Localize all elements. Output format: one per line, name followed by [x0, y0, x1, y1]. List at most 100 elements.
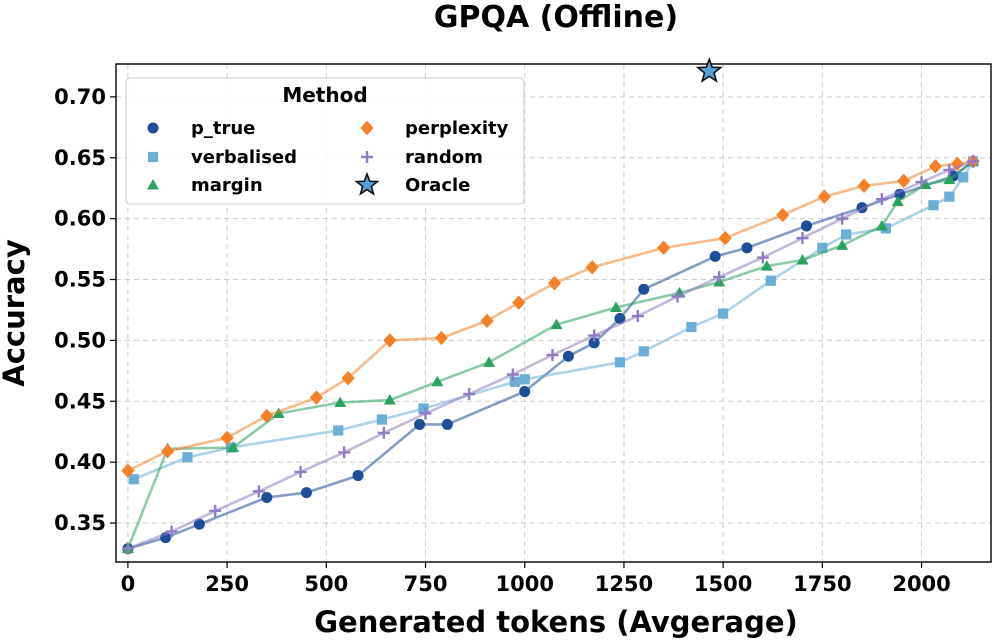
series-random: [121, 155, 980, 555]
data-point-verbalised: [519, 374, 530, 385]
y-tick-label: 0.40: [54, 450, 106, 474]
legend-marker-random: [361, 151, 373, 163]
x-tick-label: 1500: [694, 572, 752, 596]
data-point-margin: [334, 396, 347, 407]
x-tick-label: 2000: [892, 572, 950, 596]
y-tick-label: 0.35: [54, 511, 106, 535]
data-point-perplexity: [817, 189, 831, 204]
data-point-verbalised: [638, 346, 649, 357]
data-point-perplexity: [341, 370, 355, 386]
data-point-p-true: [614, 312, 626, 324]
chart-title: GPQA (Offline): [434, 0, 678, 35]
data-point-verbalised: [944, 191, 955, 202]
data-point-perplexity: [897, 173, 911, 189]
y-tick-label: 0.55: [54, 268, 106, 292]
data-point-verbalised: [418, 403, 429, 414]
data-point-margin: [431, 375, 444, 387]
data-point-margin: [891, 195, 904, 207]
data-point-random: [967, 155, 980, 168]
y-axis-label: Accuracy: [0, 239, 31, 387]
data-point-p-true: [638, 283, 650, 295]
data-point-margin: [836, 239, 849, 250]
data-point-random: [588, 329, 601, 342]
data-point-random: [209, 504, 222, 517]
data-point-margin: [483, 356, 496, 367]
data-point-verbalised: [614, 357, 626, 368]
x-tick-label: 1000: [496, 572, 554, 596]
y-tick-label: 0.45: [54, 389, 106, 413]
data-point-random: [419, 407, 432, 420]
legend-label-random: random: [405, 147, 483, 168]
data-point-margin: [796, 254, 809, 265]
data-point-p-true: [519, 386, 531, 398]
data-point-perplexity: [585, 260, 599, 275]
data-point-perplexity: [121, 463, 135, 478]
data-point-perplexity: [480, 313, 494, 329]
plot-frame: [115, 63, 992, 563]
x-tick-label: 500: [304, 572, 348, 596]
data-point-random: [836, 212, 849, 225]
legend-label-perplexity: perplexity: [405, 118, 509, 139]
data-point-random: [165, 525, 178, 538]
data-point-p-true: [588, 337, 600, 349]
y-tick-label: 0.50: [54, 328, 106, 352]
data-point-margin: [760, 260, 773, 271]
legend-marker-verbalised: [147, 151, 159, 163]
data-point-p-true: [261, 491, 273, 503]
legend-marker-margin: [147, 179, 159, 190]
data-point-random: [756, 251, 769, 264]
data-point-random: [875, 193, 888, 206]
data-point-p-true: [741, 242, 753, 254]
x-tick-label: 250: [205, 572, 249, 596]
data-series: [121, 57, 980, 555]
y-tick-label: 0.60: [54, 207, 106, 231]
legend-box: [125, 77, 525, 205]
data-point-random: [546, 349, 559, 362]
data-point-perplexity: [383, 333, 397, 348]
legend-title: Method: [282, 83, 367, 107]
oracle-point: [695, 57, 723, 83]
x-axis-label: Generated tokens (Avgerage): [314, 605, 798, 639]
data-point-random: [506, 368, 519, 381]
data-point-perplexity: [776, 207, 790, 223]
data-point-random: [377, 426, 390, 439]
data-point-verbalised: [718, 308, 729, 319]
data-point-perplexity: [657, 240, 671, 256]
data-point-verbalised: [182, 452, 193, 463]
data-point-p-true: [709, 250, 721, 262]
data-point-verbalised: [509, 376, 520, 387]
data-point-verbalised: [333, 425, 344, 436]
legend-marker-p-true: [147, 122, 159, 134]
data-point-p-true: [352, 470, 364, 482]
data-point-random: [631, 310, 644, 323]
series-perplexity: [121, 154, 980, 478]
data-point-perplexity: [160, 443, 175, 459]
data-point-random: [671, 290, 684, 303]
data-point-random: [796, 232, 809, 245]
data-point-p-true: [300, 487, 312, 499]
series-line-perplexity: [127, 160, 974, 472]
data-point-margin: [943, 173, 956, 185]
x-tick-label: 1250: [595, 572, 653, 596]
data-point-random: [713, 271, 726, 284]
data-point-p-true: [562, 350, 574, 362]
x-tick-label: 750: [404, 572, 448, 596]
legend: Method p_true perplexity verbalised random m…: [125, 77, 525, 205]
legend-label-oracle: Oracle: [405, 175, 470, 196]
data-point-perplexity: [857, 178, 871, 193]
data-point-verbalised: [817, 242, 828, 253]
legend-label-p-true: p_true: [191, 118, 255, 139]
data-point-verbalised: [765, 275, 776, 286]
data-point-verbalised: [958, 172, 969, 183]
data-point-random: [338, 446, 351, 459]
x-tick-label: 1750: [793, 572, 851, 596]
series-verbalised: [128, 156, 979, 485]
data-point-perplexity: [512, 295, 526, 310]
series-line-verbalised: [133, 160, 975, 481]
data-point-perplexity: [547, 275, 562, 291]
data-point-perplexity: [220, 430, 234, 446]
data-point-perplexity: [434, 330, 448, 346]
data-point-random: [463, 387, 476, 400]
data-point-p-true: [414, 418, 426, 430]
